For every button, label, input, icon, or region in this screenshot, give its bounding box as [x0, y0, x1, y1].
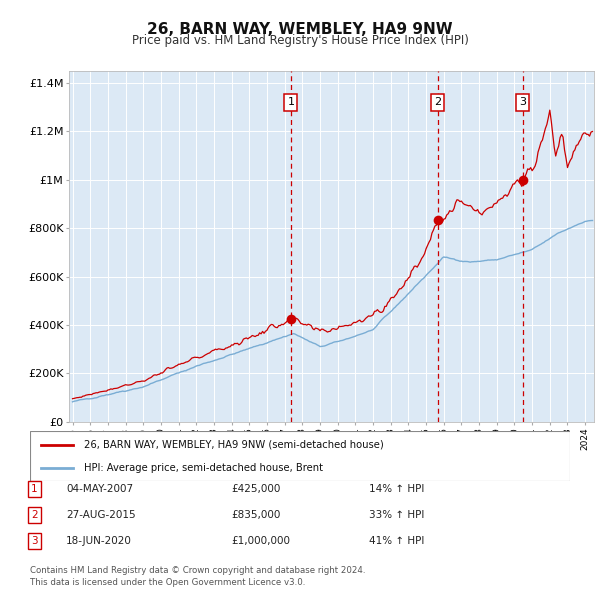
Text: 26, BARN WAY, WEMBLEY, HA9 9NW (semi-detached house): 26, BARN WAY, WEMBLEY, HA9 9NW (semi-det… — [84, 440, 384, 450]
Text: 33% ↑ HPI: 33% ↑ HPI — [369, 510, 424, 520]
Text: 1: 1 — [31, 484, 38, 494]
Text: £425,000: £425,000 — [231, 484, 280, 494]
Text: 2: 2 — [434, 97, 441, 107]
Text: 1: 1 — [287, 97, 295, 107]
Text: 18-JUN-2020: 18-JUN-2020 — [66, 536, 132, 546]
Text: HPI: Average price, semi-detached house, Brent: HPI: Average price, semi-detached house,… — [84, 463, 323, 473]
Text: Contains HM Land Registry data © Crown copyright and database right 2024.
This d: Contains HM Land Registry data © Crown c… — [30, 566, 365, 587]
Text: 04-MAY-2007: 04-MAY-2007 — [66, 484, 133, 494]
Text: 3: 3 — [519, 97, 526, 107]
Text: £1,000,000: £1,000,000 — [231, 536, 290, 546]
Text: 2: 2 — [31, 510, 38, 520]
Text: 27-AUG-2015: 27-AUG-2015 — [66, 510, 136, 520]
Text: £835,000: £835,000 — [231, 510, 280, 520]
Text: Price paid vs. HM Land Registry's House Price Index (HPI): Price paid vs. HM Land Registry's House … — [131, 34, 469, 47]
Text: 26, BARN WAY, WEMBLEY, HA9 9NW: 26, BARN WAY, WEMBLEY, HA9 9NW — [147, 22, 453, 37]
Text: 41% ↑ HPI: 41% ↑ HPI — [369, 536, 424, 546]
Text: 14% ↑ HPI: 14% ↑ HPI — [369, 484, 424, 494]
Text: 3: 3 — [31, 536, 38, 546]
